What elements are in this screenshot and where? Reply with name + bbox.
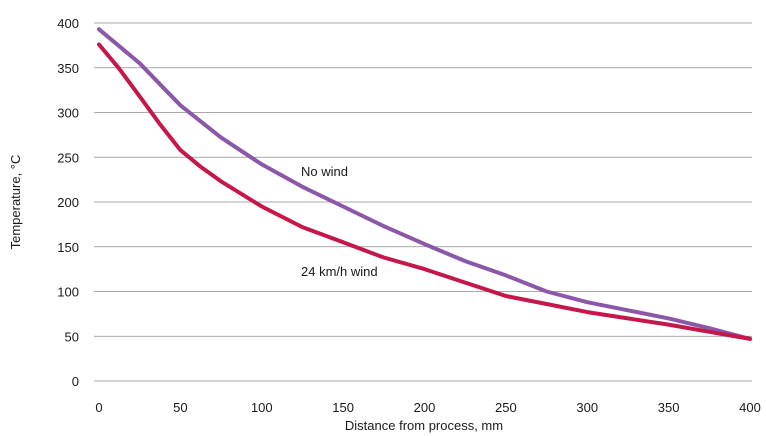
x-tick-label: 0 <box>95 400 102 415</box>
x-tick-label: 200 <box>414 400 436 415</box>
y-tick-label: 300 <box>57 106 79 121</box>
series-lines <box>97 27 752 341</box>
y-tick-labels: 0 50 100 150 200 250 300 350 400 <box>57 16 79 389</box>
series-label-24kmh-wind: 24 km/h wind <box>301 264 378 279</box>
x-tick-label: 100 <box>251 400 273 415</box>
series-line-24kmh-wind <box>97 42 752 341</box>
x-tick-label: 250 <box>495 400 517 415</box>
x-tick-label: 150 <box>332 400 354 415</box>
y-tick-label: 50 <box>65 329 79 344</box>
y-axis-label: Temperature, °C <box>8 155 23 250</box>
y-tick-label: 350 <box>57 61 79 76</box>
y-tick-label: 0 <box>72 374 79 389</box>
x-tick-label: 400 <box>739 400 761 415</box>
y-tick-label: 400 <box>57 16 79 31</box>
y-tick-label: 100 <box>57 285 79 300</box>
y-tick-label: 200 <box>57 195 79 210</box>
y-tick-label: 150 <box>57 240 79 255</box>
x-tick-label: 300 <box>576 400 598 415</box>
series-line-no-wind <box>97 27 752 341</box>
gridlines <box>94 22 752 382</box>
x-tick-labels: 0 50 100 150 200 250 300 350 400 <box>95 400 760 415</box>
y-tick-label: 250 <box>57 150 79 165</box>
x-tick-label: 50 <box>173 400 187 415</box>
x-tick-label: 350 <box>658 400 680 415</box>
series-label-no-wind: No wind <box>301 164 348 179</box>
x-axis-label: Distance from process, mm <box>345 418 503 433</box>
